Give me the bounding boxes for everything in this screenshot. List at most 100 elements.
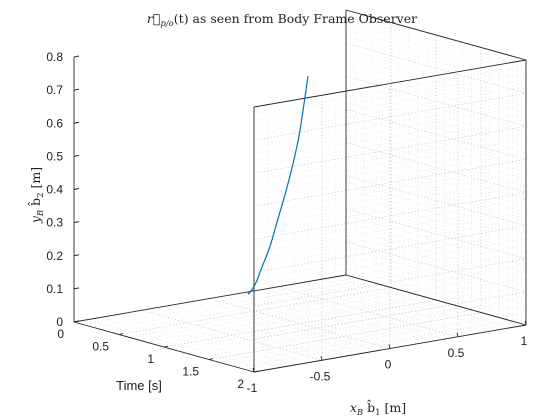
time-tick-mark [208,358,214,360]
y-tick-label: 0.4 [46,183,63,197]
side-minor-gridline [345,168,527,220]
side-gridline [345,142,527,193]
box-edge [345,9,527,61]
floor-minor-gridline [223,295,404,347]
y-tick-mark [73,254,80,257]
side-minor-gridline [345,82,527,134]
y-tick-mark [73,287,80,290]
x-tick-label: 0.5 [448,346,465,360]
floor-minor-gridline [332,277,513,328]
side-minor-gridline [345,16,527,67]
y-tick-label: 0 [56,315,63,329]
y-tick-mark [73,55,80,58]
floor-minor-gridline [87,319,268,370]
time-tick-mark [253,370,259,373]
x-tick-label: -0.5 [310,369,331,383]
y-tick-label: 0.3 [46,216,63,230]
time-tick-label: 0.5 [92,340,109,354]
x-tick-mark [456,332,459,337]
side-minor-gridline [345,162,527,213]
x-axis-label: xB b̂1 [m] [350,398,406,418]
side-gridline [345,241,527,293]
trajectory-line [247,76,309,295]
time-tick-label: 1.5 [182,365,199,379]
x-tick-label: 0 [385,358,392,372]
x-tick-mark [320,356,323,361]
y-tick-mark [73,121,80,124]
title-subscript: p/o [160,19,173,29]
y-tick-mark [73,88,80,91]
floor-minor-gridline [128,312,309,363]
side-minor-gridline [345,215,527,266]
y-tick-label: 0.1 [46,282,63,296]
y-tick-label: 0.6 [46,116,63,130]
back-minor-gridline [253,298,527,346]
floor-minor-gridline [318,279,499,330]
side-minor-gridline [345,235,527,286]
side-minor-gridline [345,182,527,233]
floor-minor-gridline [182,302,363,354]
side-minor-gridline [345,62,527,114]
side-minor-gridline [345,248,527,299]
side-minor-gridline [345,148,527,200]
x-tick-mark [252,367,255,373]
y-tick-label: 0.8 [46,50,63,64]
z-axis-label: yBb̂2 [m] [26,167,46,224]
data-series [247,76,309,295]
floor-minor-gridline [237,293,418,345]
y-tick-mark [73,320,80,323]
floor-minor-gridline [264,288,445,340]
floor-gridline [277,286,459,338]
floor-minor-gridline [305,281,486,333]
floor-gridline [141,309,323,361]
box-edge [345,274,527,326]
side-minor-gridline [345,129,527,180]
side-gridline [345,175,527,226]
x-tick-label: 1 [521,334,528,348]
time-tick-mark [163,345,169,348]
floor-minor-gridline [169,305,350,356]
floor-minor-gridline [101,317,282,368]
box-edge [73,274,347,323]
x-tick-mark [388,344,391,349]
time-tick-label: 2 [237,377,244,391]
side-minor-gridline [345,261,527,312]
side-minor-gridline [345,228,527,279]
side-minor-gridline [345,115,527,167]
side-minor-gridline [345,268,527,319]
floor-minor-gridline [155,307,336,359]
y-tick-label: 0.5 [46,149,63,163]
x-tick-label: -1 [247,381,258,395]
time-axis-label: Time [s] [116,378,162,393]
floor-minor-gridline [114,314,295,366]
title-vector-symbol: r⃗ [147,11,160,26]
title-rest: (t) as seen from Body Frame Observer [174,11,417,26]
chart-title: r⃗p/o(t) as seen from Body Frame Observe… [147,11,417,29]
side-minor-gridline [345,95,527,147]
y-tick-mark [73,154,80,157]
side-minor-gridline [345,102,527,153]
side-minor-gridline [345,135,527,187]
side-gridline [345,75,527,127]
box-edge [253,59,527,108]
y-tick-mark [73,188,80,190]
x-tick-mark [524,320,527,326]
side-minor-gridline [345,69,527,120]
side-minor-gridline [345,195,527,246]
side-minor-gridline [345,36,527,87]
side-gridline [345,42,527,94]
y-tick-label: 0.7 [46,83,63,97]
floor-minor-gridline [291,284,472,335]
side-minor-gridline [345,49,527,100]
time-tick-label: 1 [147,352,154,366]
y-tick-label: 0.2 [46,249,63,263]
tick-labels: 0 0.5 1 1.5 2 -1 -0.5 0 0.5 1 0 0.1 0.2 0.3 0.4 0.5 0.6 0… [46,50,527,395]
axes-box [73,9,527,373]
side-gridline [345,109,527,160]
time-tick-mark [118,333,124,335]
floor-gridline [209,298,391,349]
side-minor-gridline [345,201,527,253]
floor-minor-gridline [235,319,509,368]
side-gridline [345,208,527,260]
